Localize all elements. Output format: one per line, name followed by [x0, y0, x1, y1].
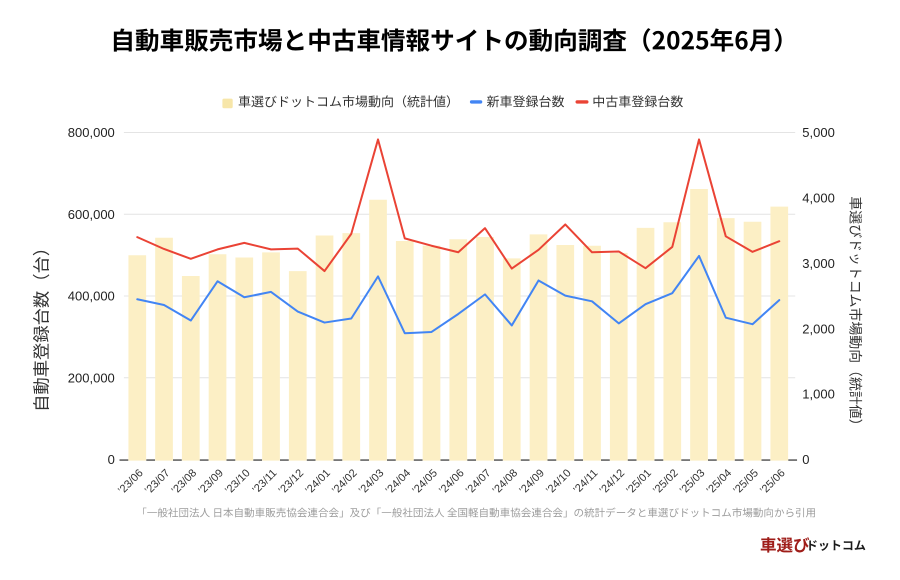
svg-text:1,000: 1,000 — [802, 387, 835, 402]
svg-text:3,000: 3,000 — [802, 256, 835, 271]
svg-text:600,000: 600,000 — [68, 207, 115, 222]
svg-text:400,000: 400,000 — [68, 289, 115, 304]
svg-text:800,000: 800,000 — [68, 125, 115, 140]
svg-text:200,000: 200,000 — [68, 370, 115, 385]
svg-text:0: 0 — [108, 452, 115, 467]
svg-text:5,000: 5,000 — [802, 125, 835, 140]
svg-text:0: 0 — [802, 452, 809, 467]
svg-text:4,000: 4,000 — [802, 191, 835, 206]
svg-text:2,000: 2,000 — [802, 321, 835, 336]
